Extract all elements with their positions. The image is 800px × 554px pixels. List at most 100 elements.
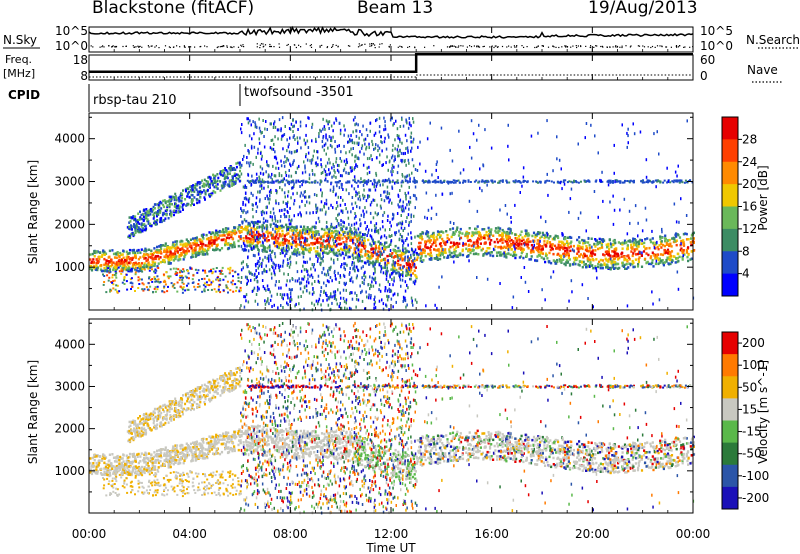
power-echo	[500, 238, 503, 241]
power-echo	[248, 164, 251, 168]
power-echo	[682, 251, 685, 255]
power-echo	[235, 173, 238, 176]
power-echo	[283, 212, 286, 216]
power-echo	[370, 235, 373, 239]
power-echo	[656, 245, 659, 249]
power-echo	[258, 260, 260, 264]
power-echo	[332, 250, 335, 253]
power-echo	[340, 196, 342, 199]
power-echo	[170, 212, 173, 216]
power-echo	[603, 263, 606, 266]
power-echo	[274, 150, 276, 154]
power-echo	[400, 255, 403, 258]
noise-search-point	[670, 46, 672, 48]
power-echo	[384, 248, 387, 251]
power-echo	[398, 229, 400, 233]
power-echo	[217, 285, 220, 288]
power-echo	[305, 248, 308, 251]
power-echo	[275, 280, 277, 284]
power-echo	[162, 203, 165, 207]
power-echo	[308, 231, 311, 234]
power-echo	[329, 268, 331, 272]
power-echo	[192, 251, 195, 254]
power-echo	[392, 259, 394, 263]
power-echo	[182, 189, 184, 192]
power-echo	[410, 277, 412, 281]
power-echo	[357, 259, 360, 263]
power-echo	[170, 203, 173, 206]
power-echo	[503, 245, 506, 249]
power-echo	[195, 243, 198, 246]
power-echo	[590, 264, 594, 267]
power-echo	[265, 219, 267, 223]
power-echo	[257, 266, 259, 270]
power-echo	[378, 146, 381, 150]
power-echo	[690, 243, 693, 247]
power-echo	[259, 171, 262, 175]
power-echo	[203, 290, 206, 293]
power-echo	[319, 237, 322, 241]
power-echo	[631, 240, 634, 243]
power-echo	[402, 244, 404, 248]
power-echo	[493, 240, 496, 244]
power-echo	[100, 264, 103, 267]
power-echo	[184, 249, 188, 253]
power-echo	[391, 116, 393, 120]
power-echo	[146, 288, 149, 291]
power-echo	[505, 256, 508, 259]
power-echo	[289, 127, 292, 131]
power-echo	[278, 232, 281, 236]
power-echo	[262, 209, 264, 213]
power-echo	[145, 263, 149, 267]
power-echo	[343, 262, 345, 266]
power-echo	[297, 179, 300, 183]
power-echo	[177, 268, 180, 271]
power-echo	[235, 165, 238, 169]
power-echo	[115, 253, 118, 256]
power-echo	[188, 195, 191, 199]
power-echo	[196, 198, 199, 201]
power-echo	[414, 274, 417, 277]
power-echo	[528, 258, 531, 261]
power-echo	[380, 270, 382, 274]
power-echo	[520, 243, 523, 246]
power-echo	[319, 263, 322, 267]
power-echo	[266, 270, 268, 274]
power-echo	[360, 244, 363, 247]
power-echo	[366, 256, 369, 260]
power-echo	[323, 168, 326, 172]
power-echo	[530, 249, 533, 252]
power-echo	[238, 180, 241, 183]
power-echo	[311, 243, 314, 246]
power-echo	[649, 256, 652, 260]
power-echo	[221, 273, 224, 275]
noise-search-point	[359, 45, 361, 47]
noise-search-point	[414, 46, 416, 48]
power-echo	[345, 236, 348, 240]
power-echo	[284, 239, 287, 243]
power-echo	[440, 249, 443, 253]
power-echo	[242, 241, 245, 245]
power-echo	[245, 299, 247, 303]
power-echo	[151, 260, 154, 264]
power-echo	[586, 258, 589, 261]
power-echo	[246, 231, 249, 235]
power-echo	[251, 289, 254, 293]
power-echo	[341, 237, 344, 240]
power-echo	[601, 240, 604, 243]
power-echo	[320, 248, 322, 252]
power-echo	[597, 262, 600, 266]
power-echo	[325, 152, 327, 156]
noise-search-point	[204, 45, 206, 47]
power-echo	[503, 231, 506, 234]
power-echo	[401, 253, 404, 256]
power-echo	[109, 270, 112, 273]
power-echo	[314, 268, 316, 272]
power-echo	[95, 264, 98, 267]
power-echo	[420, 255, 423, 258]
power-echo	[237, 173, 239, 177]
power-echo	[280, 129, 282, 133]
power-echo	[116, 290, 119, 293]
power-echo	[386, 271, 388, 275]
